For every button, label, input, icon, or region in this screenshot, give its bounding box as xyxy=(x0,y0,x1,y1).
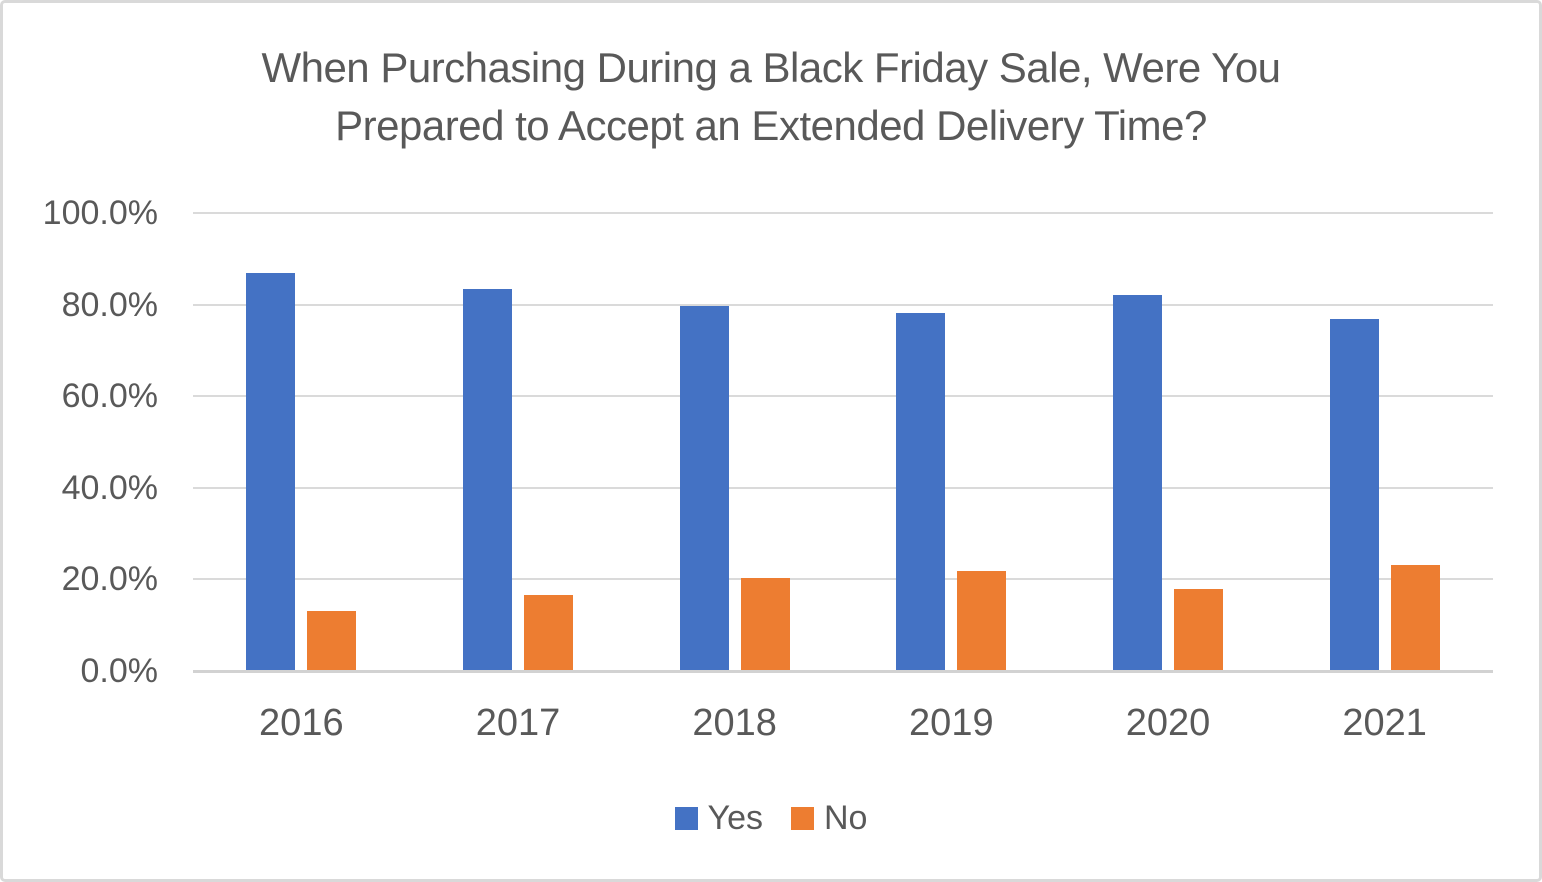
x-tick-label-2017: 2017 xyxy=(475,702,561,744)
x-tick-label-2016: 2016 xyxy=(259,702,344,744)
legend-marker-no-icon xyxy=(791,806,814,830)
bar-yes-2020 xyxy=(1112,295,1162,671)
legend-label-yes: Yes xyxy=(707,799,763,837)
gridline-100 xyxy=(193,212,1493,214)
y-tick-label-40: 40.0% xyxy=(61,468,158,507)
legend-item-no: No xyxy=(791,800,867,836)
bar-yes-2018 xyxy=(679,305,729,671)
bar-yes-2016 xyxy=(246,272,296,671)
bar-no-2018 xyxy=(740,578,790,671)
plot-area xyxy=(193,212,1493,673)
bar-group-2020 xyxy=(1060,213,1277,671)
gridline-80 xyxy=(193,303,1493,306)
chart-title: When Purchasing During a Black Friday Sa… xyxy=(3,39,1539,155)
bar-group-2019 xyxy=(843,213,1060,671)
x-axis-line xyxy=(193,670,1493,673)
y-tick-label-20: 20.0% xyxy=(61,560,158,599)
bar-yes-2019 xyxy=(896,313,946,671)
bar-no-2016 xyxy=(307,611,357,671)
gridline-40 xyxy=(193,486,1493,489)
bar-yes-2021 xyxy=(1329,318,1379,671)
bar-no-2019 xyxy=(957,570,1007,671)
y-tick-label-0: 0.0% xyxy=(80,652,159,690)
bar-group-2021 xyxy=(1276,213,1493,671)
x-tick-label-2020: 2020 xyxy=(1125,702,1211,744)
bar-no-2017 xyxy=(523,594,573,671)
gridline-60 xyxy=(193,395,1493,398)
bar-no-2021 xyxy=(1390,565,1440,671)
bar-group-2016 xyxy=(193,213,410,671)
x-tick-label-2018: 2018 xyxy=(692,702,777,744)
chart-title-line-1: When Purchasing During a Black Friday Sa… xyxy=(261,44,1281,91)
y-tick-label-60: 60.0% xyxy=(61,377,158,416)
legend-label-no: No xyxy=(824,799,868,837)
x-tick-label-2019: 2019 xyxy=(909,702,994,744)
legend: Yes No xyxy=(3,800,1539,836)
gridline-20 xyxy=(193,578,1493,581)
bar-no-2020 xyxy=(1173,588,1223,671)
legend-item-yes: Yes xyxy=(674,799,763,837)
chart-title-line-2: Prepared to Accept an Extended Delivery … xyxy=(335,102,1207,149)
y-tick-label-80: 80.0% xyxy=(61,285,158,324)
bar-group-2017 xyxy=(410,213,627,671)
bar-group-2018 xyxy=(626,213,843,671)
x-tick-label-2021: 2021 xyxy=(1342,702,1427,744)
bar-yes-2017 xyxy=(462,289,512,671)
legend-marker-yes-icon xyxy=(674,806,698,830)
y-tick-label-100: 100.0% xyxy=(42,194,158,232)
